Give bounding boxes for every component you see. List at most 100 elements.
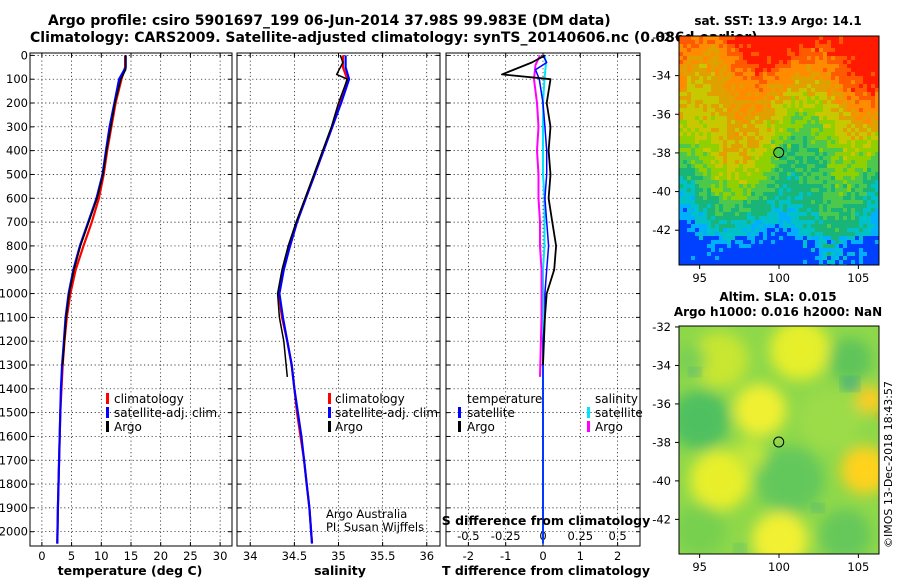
sst-cell	[751, 152, 755, 156]
sst-cell	[699, 120, 703, 124]
sst-cell	[679, 64, 683, 68]
sst-cell	[819, 204, 823, 208]
sst-cell	[687, 52, 691, 56]
sst-cell	[731, 44, 735, 48]
sst-cell	[719, 240, 723, 244]
sst-cell	[767, 180, 771, 184]
sst-cell	[803, 112, 807, 116]
sst-cell	[839, 168, 843, 172]
sst-cell	[739, 172, 743, 176]
sst-cell	[679, 172, 683, 176]
sst-cell	[695, 112, 699, 116]
sst-cell	[867, 248, 871, 252]
sst-cell	[723, 216, 727, 220]
sst-cell	[711, 92, 715, 96]
sst-cell	[775, 244, 779, 248]
sst-cell	[731, 256, 735, 260]
sst-cell	[699, 124, 703, 128]
sst-cell	[747, 52, 751, 56]
sst-cell	[699, 240, 703, 244]
sst-cell	[863, 68, 867, 72]
sst-cell	[835, 92, 839, 96]
sst-cell	[783, 236, 787, 240]
sst-cell	[695, 124, 699, 128]
sst-cell	[835, 104, 839, 108]
sst-cell	[679, 164, 683, 168]
sst-cell	[699, 152, 703, 156]
depth-tick-label: 800	[6, 239, 28, 253]
sst-cell	[859, 76, 863, 80]
sst-cell	[743, 200, 747, 204]
sst-cell	[691, 92, 695, 96]
sst-cell	[843, 156, 847, 160]
sst-cell	[711, 36, 715, 40]
sst-cell	[679, 56, 683, 60]
sst-cell	[715, 216, 719, 220]
sst-cell	[815, 80, 819, 84]
sst-cell	[703, 148, 707, 152]
sst-cell	[863, 256, 867, 260]
sst-cell	[755, 124, 759, 128]
sst-cell	[731, 200, 735, 204]
sst-cell	[695, 168, 699, 172]
sst-cell	[723, 172, 727, 176]
sst-cell	[867, 128, 871, 132]
sst-cell	[715, 76, 719, 80]
sst-cell	[727, 156, 731, 160]
sst-cell	[815, 228, 819, 232]
sst-cell	[715, 168, 719, 172]
x-tick-label: 0	[539, 549, 546, 563]
sst-cell	[855, 192, 859, 196]
sst-cell	[843, 52, 847, 56]
lat-tick-label: -32	[652, 320, 671, 334]
sst-cell	[863, 112, 867, 116]
sst-cell	[763, 36, 767, 40]
sst-cell	[719, 92, 723, 96]
sst-cell	[683, 260, 687, 264]
sst-cell	[679, 132, 683, 136]
lat-tick-label: -34	[652, 358, 671, 372]
sst-cell	[715, 148, 719, 152]
sst-cell	[819, 100, 823, 104]
sst-cell	[711, 116, 715, 120]
sst-cell	[863, 248, 867, 252]
sst-cell	[871, 140, 875, 144]
sst-cell	[787, 200, 791, 204]
sst-cell	[815, 60, 819, 64]
sst-cell	[783, 240, 787, 244]
sst-cell	[847, 212, 851, 216]
sst-cell	[735, 168, 739, 172]
sst-cell	[839, 148, 843, 152]
legend-sal-argo: Argo	[595, 420, 623, 434]
sst-cell	[747, 240, 751, 244]
sst-cell	[871, 236, 875, 240]
sst-cell	[843, 76, 847, 80]
sst-cell	[871, 188, 875, 192]
sst-cell	[703, 240, 707, 244]
sst-cell	[743, 44, 747, 48]
sst-cell	[723, 184, 727, 188]
sst-cell	[759, 164, 763, 168]
sst-cell	[863, 80, 867, 84]
sst-cell	[723, 60, 727, 64]
sst-cell	[779, 104, 783, 108]
sst-cell	[739, 176, 743, 180]
sst-cell	[727, 160, 731, 164]
sst-cell	[747, 176, 751, 180]
sst-cell	[763, 124, 767, 128]
sst-cell	[679, 148, 683, 152]
sst-cell	[799, 40, 803, 44]
legend-swatch-climatology	[328, 393, 331, 404]
sst-cell	[863, 140, 867, 144]
sst-cell	[811, 208, 815, 212]
sst-cell	[735, 64, 739, 68]
sst-cell	[751, 144, 755, 148]
sst-cell	[787, 124, 791, 128]
sst-cell	[747, 180, 751, 184]
sst-cell	[735, 172, 739, 176]
sst-cell	[787, 184, 791, 188]
sst-cell	[747, 96, 751, 100]
legend-temp-argo: Argo	[467, 420, 495, 434]
sst-cell	[683, 184, 687, 188]
sst-cell	[851, 180, 855, 184]
